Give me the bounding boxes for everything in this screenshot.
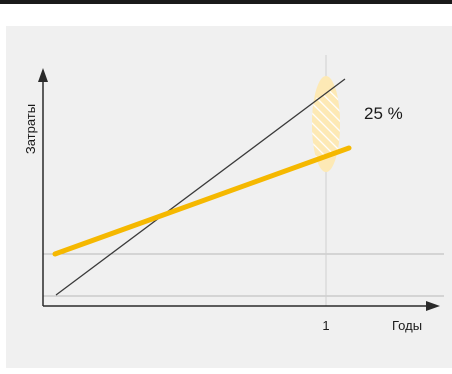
y-axis-label: Затраты — [23, 104, 38, 154]
x-tick-label-1: 1 — [322, 318, 329, 333]
annotation-percent: 25 % — [364, 104, 403, 123]
x-axis-label: Годы — [392, 318, 422, 333]
difference-hatch — [312, 86, 340, 162]
series-line-dark — [55, 78, 346, 296]
y-axis-arrow — [38, 68, 48, 82]
top-rule — [0, 0, 452, 4]
series-line-yellow — [52, 145, 352, 257]
chart-panel — [6, 26, 452, 368]
x-axis-arrow — [426, 301, 440, 311]
